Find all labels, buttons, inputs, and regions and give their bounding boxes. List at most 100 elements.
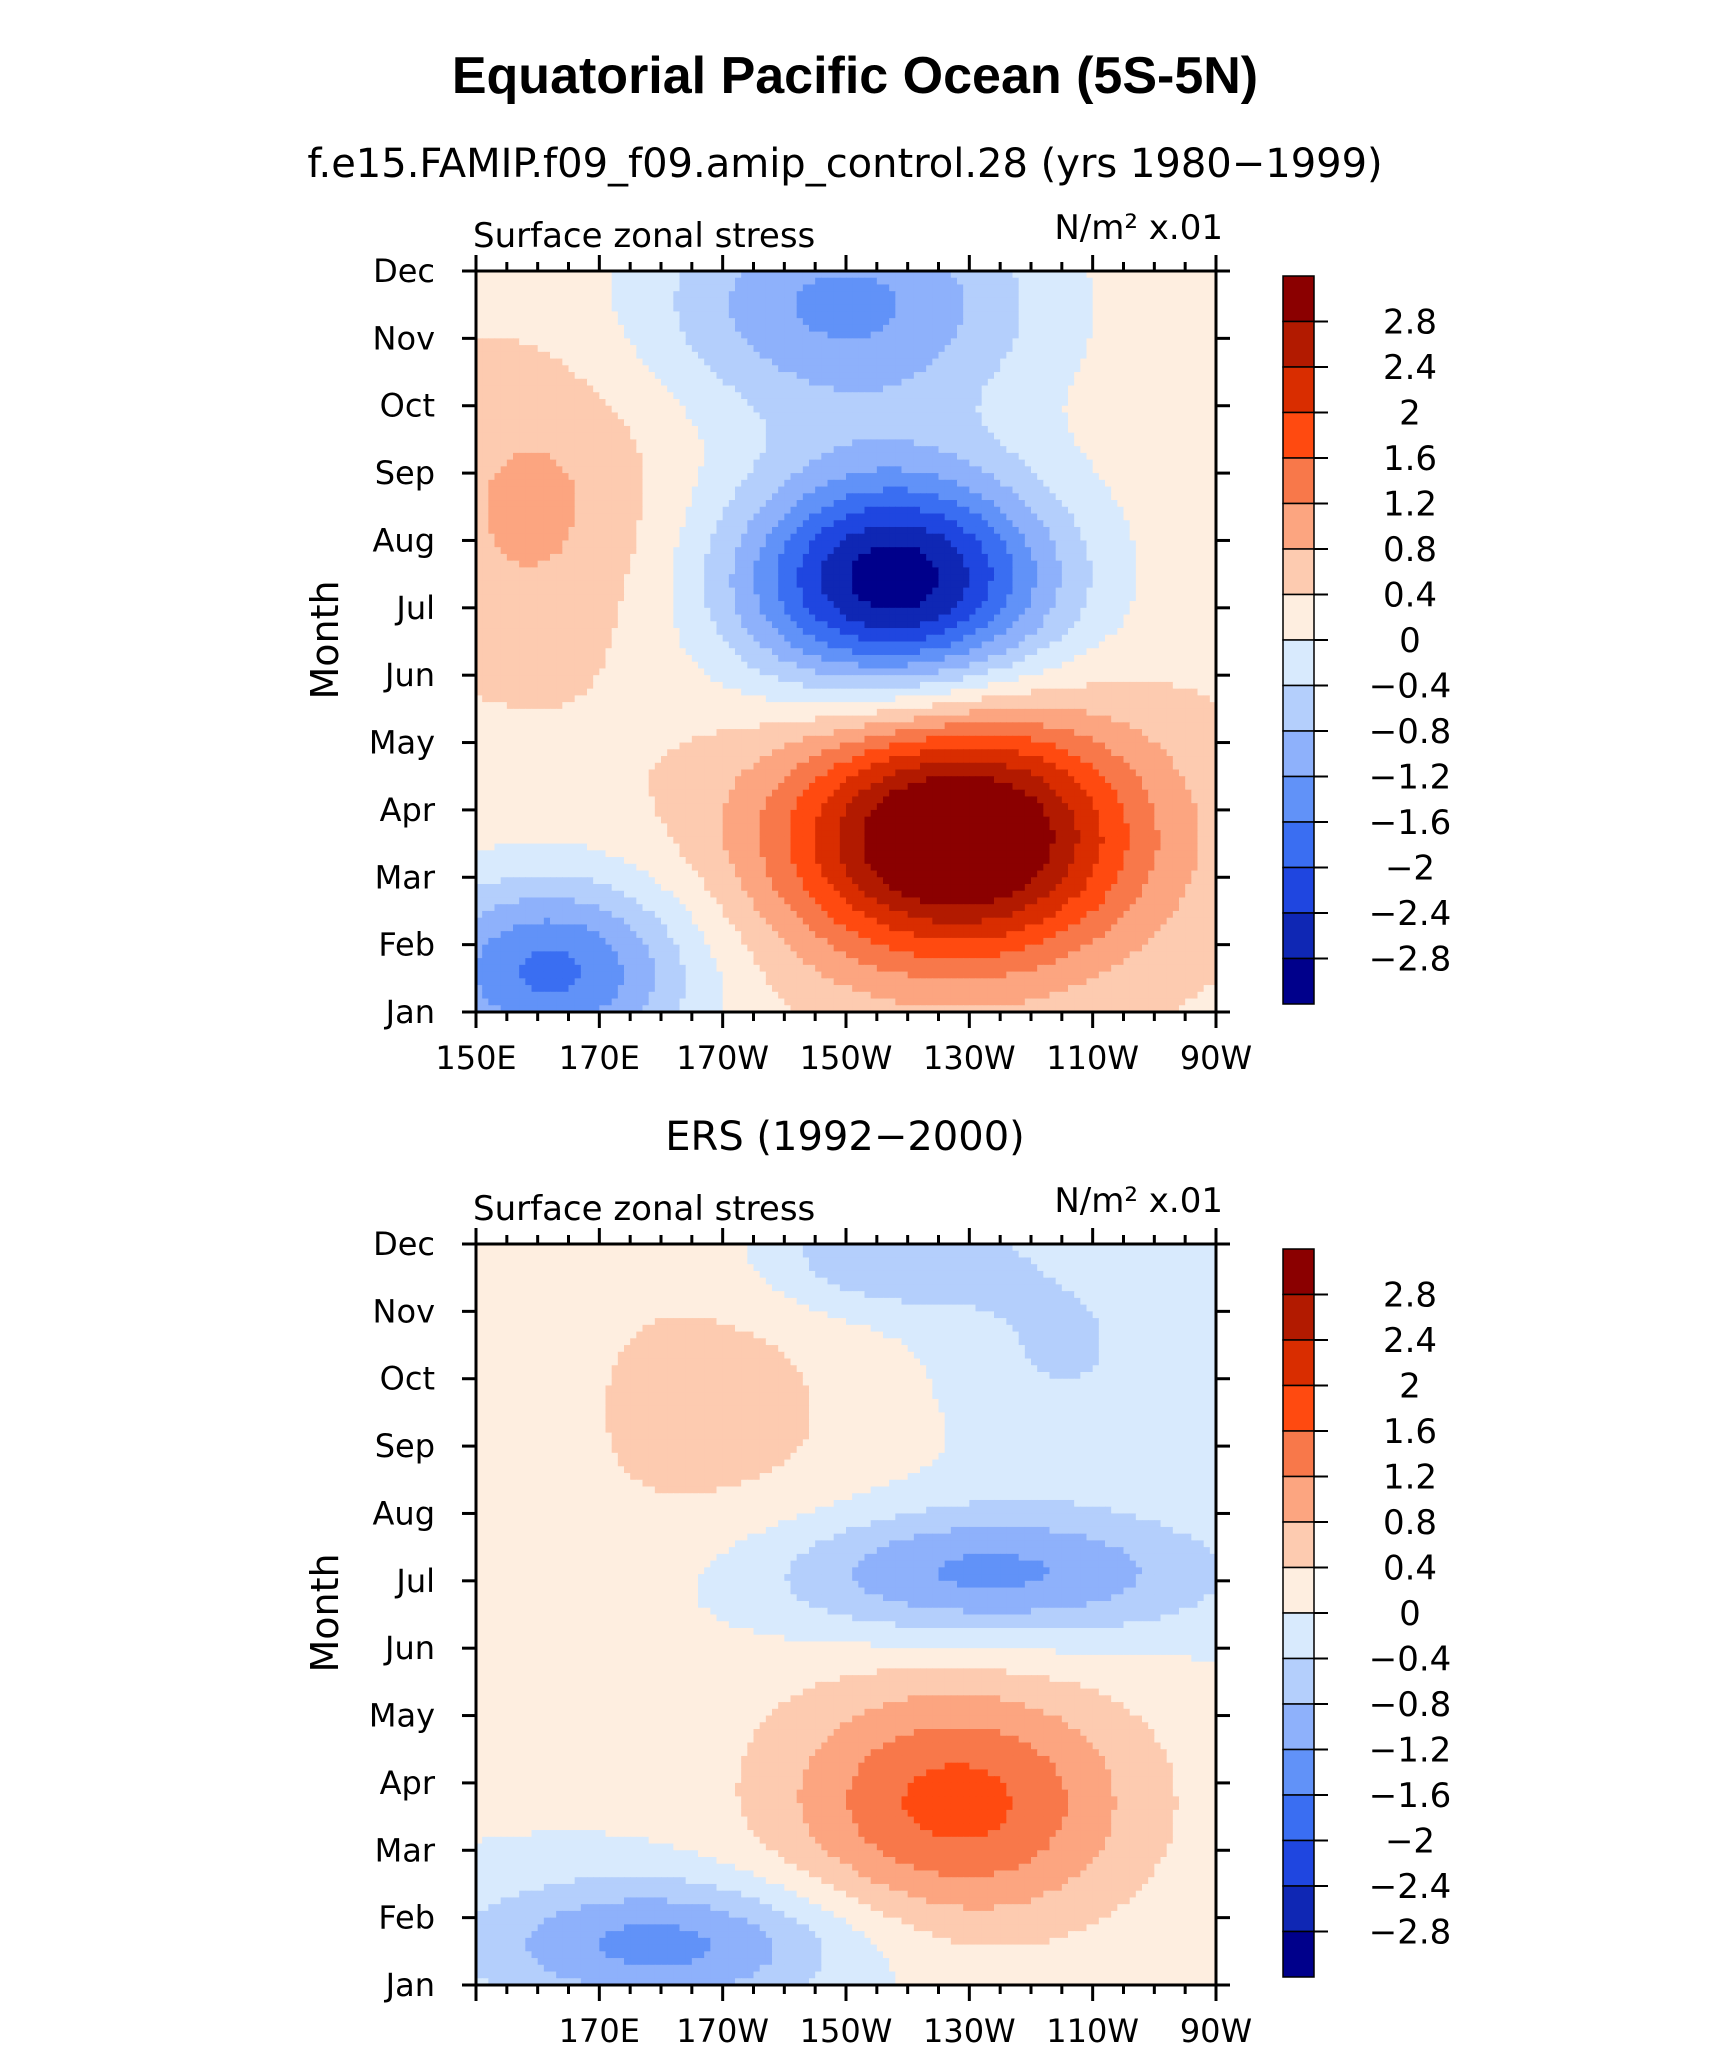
- heatmap-cell: [476, 331, 483, 339]
- heatmap-cell: [587, 412, 594, 420]
- heatmap-cell: [550, 398, 557, 407]
- heatmap-cell: [722, 479, 730, 488]
- heatmap-cell: [901, 271, 909, 279]
- heatmap-cell: [1142, 318, 1149, 326]
- heatmap-cell: [506, 533, 514, 542]
- heatmap-cell: [901, 432, 909, 441]
- heatmap-cell: [1172, 291, 1180, 299]
- heatmap-cell: [815, 419, 822, 427]
- heatmap-cell: [1006, 338, 1014, 346]
- heatmap-cell: [673, 291, 681, 299]
- heatmap-cell: [624, 493, 631, 501]
- heatmap-cell: [710, 284, 718, 292]
- heatmap-cell: [1160, 297, 1168, 306]
- heatmap-cell: [1061, 331, 1069, 339]
- heatmap-cell: [926, 432, 933, 441]
- heatmap-cell: [846, 452, 853, 461]
- heatmap-cell: [1197, 324, 1205, 333]
- heatmap-cell: [796, 425, 804, 434]
- heatmap-cell: [1068, 271, 1075, 279]
- heatmap-cell: [901, 392, 909, 400]
- heatmap-cell: [1061, 526, 1069, 535]
- heatmap-cell: [1154, 378, 1162, 387]
- heatmap-cell: [1117, 311, 1125, 319]
- heatmap-cell: [654, 432, 662, 441]
- heatmap-cell: [870, 459, 878, 467]
- heatmap-cell: [784, 271, 792, 279]
- heatmap-cell: [944, 304, 952, 313]
- heatmap-cell: [716, 419, 724, 427]
- heatmap-cell: [790, 479, 798, 488]
- heatmap-cell: [1092, 533, 1100, 542]
- heatmap-cell: [741, 540, 748, 548]
- heatmap-cell: [617, 473, 625, 481]
- heatmap-cell: [525, 271, 533, 279]
- heatmap-cell: [932, 486, 940, 494]
- heatmap-cell: [1166, 459, 1174, 467]
- heatmap-cell: [735, 493, 742, 501]
- heatmap-cell: [907, 311, 915, 319]
- heatmap-cell: [1031, 500, 1038, 508]
- heatmap-cell: [500, 297, 508, 306]
- heatmap-cell: [1135, 365, 1143, 373]
- heatmap-cell: [1111, 486, 1118, 494]
- heatmap-cell: [1049, 378, 1057, 387]
- heatmap-cell: [556, 513, 563, 521]
- heatmap-cell: [673, 318, 681, 326]
- heatmap-cell: [513, 419, 520, 427]
- heatmap-cell: [488, 479, 496, 488]
- heatmap-cell: [1148, 432, 1155, 441]
- heatmap-cell: [994, 378, 1001, 387]
- heatmap-cell: [648, 520, 656, 528]
- heatmap-cell: [827, 351, 835, 360]
- heatmap-cell: [883, 459, 890, 467]
- heatmap-cell: [1197, 297, 1205, 306]
- heatmap-cell: [506, 520, 514, 528]
- heatmap-cell: [1068, 432, 1075, 441]
- heatmap-cell: [654, 291, 662, 299]
- heatmap-cell: [1185, 432, 1192, 441]
- heatmap-cell: [883, 506, 890, 515]
- heatmap-cell: [636, 526, 644, 535]
- heatmap-cell: [1086, 533, 1094, 542]
- heatmap-cell: [562, 372, 570, 380]
- heatmap-cell: [630, 351, 637, 360]
- heatmap-cell: [580, 520, 588, 528]
- heatmap-cell: [722, 358, 730, 366]
- heatmap-cell: [679, 473, 687, 481]
- heatmap-cell: [815, 331, 822, 339]
- heatmap-cell: [846, 405, 853, 414]
- heatmap-cell: [975, 398, 983, 407]
- heatmap-cell: [667, 419, 674, 427]
- heatmap-cell: [568, 486, 576, 494]
- heatmap-cell: [852, 284, 859, 292]
- heatmap-cell: [1197, 439, 1205, 447]
- heatmap-cell: [852, 412, 859, 420]
- heatmap-cell: [488, 526, 496, 535]
- heatmap-cell: [562, 520, 570, 528]
- heatmap-cell: [593, 372, 600, 380]
- heatmap-cell: [883, 358, 890, 366]
- heatmap-cell: [513, 513, 520, 521]
- heatmap-cell: [1043, 378, 1051, 387]
- heatmap-cell: [1197, 392, 1205, 400]
- heatmap-cell: [1185, 473, 1192, 481]
- heatmap-cell: [950, 405, 958, 414]
- heatmap-cell: [950, 277, 958, 286]
- heatmap-cell: [1197, 277, 1205, 286]
- heatmap-cell: [1203, 338, 1211, 346]
- heatmap-cell: [1117, 459, 1125, 467]
- heatmap-cell: [1006, 446, 1014, 454]
- heatmap-cell: [679, 425, 687, 434]
- heatmap-cell: [624, 304, 631, 313]
- heatmap-cell: [821, 398, 829, 407]
- heatmap-cell: [1117, 385, 1125, 393]
- heatmap-cell: [716, 520, 724, 528]
- heatmap-cell: [1018, 385, 1026, 393]
- heatmap-cell: [476, 452, 483, 461]
- heatmap-cell: [611, 540, 619, 548]
- heatmap-cell: [864, 459, 872, 467]
- heatmap-cell: [691, 345, 699, 353]
- heatmap-cell: [488, 392, 496, 400]
- heatmap-cell: [1154, 372, 1162, 380]
